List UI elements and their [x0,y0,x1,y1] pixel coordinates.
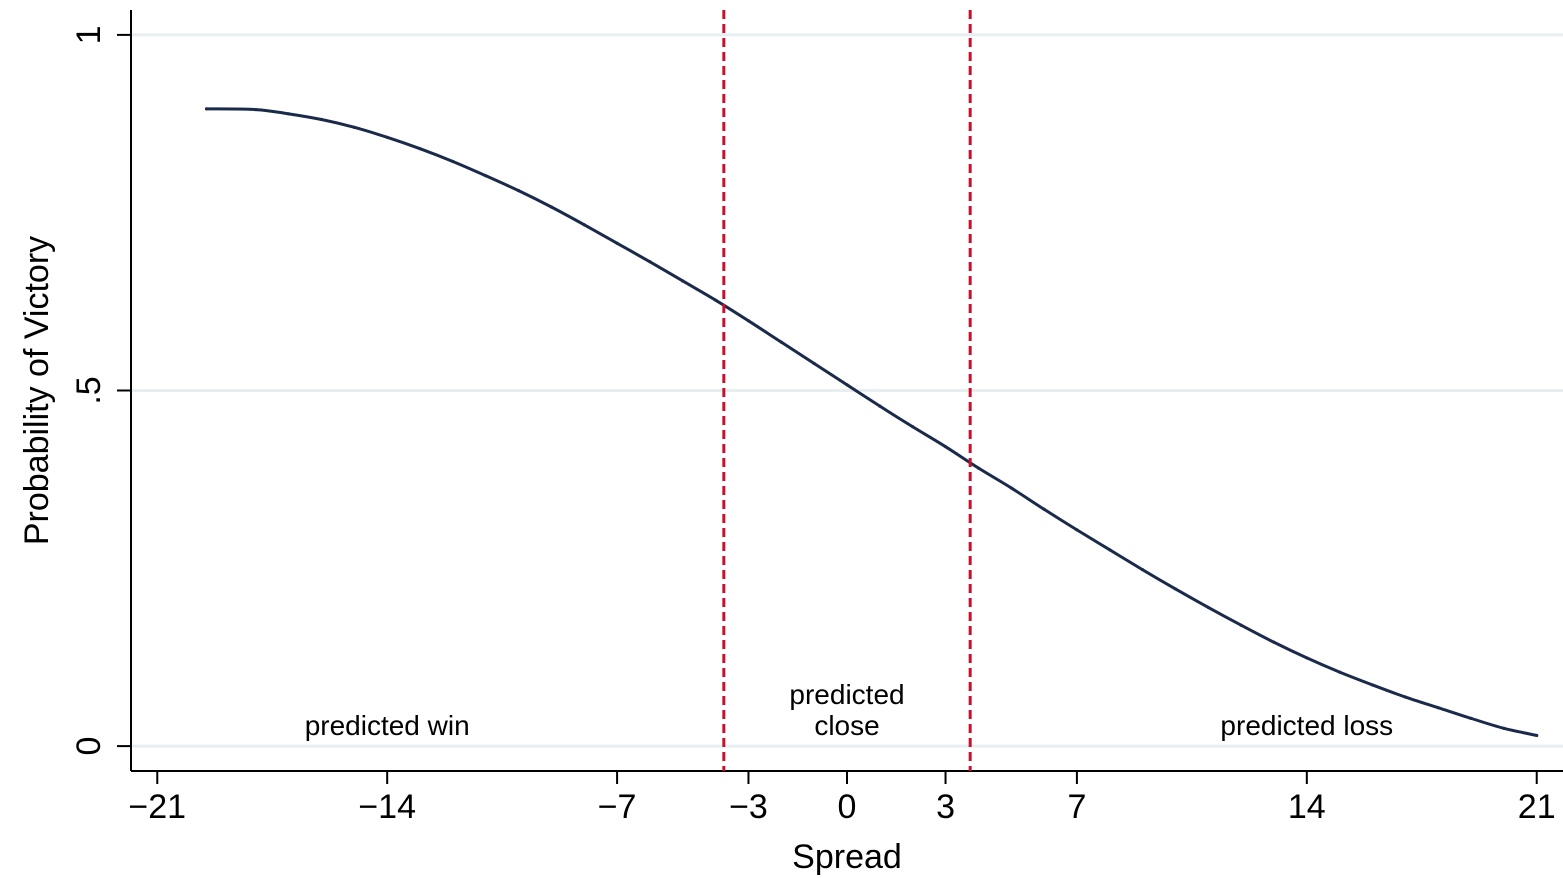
series-point [1206,605,1210,610]
x-tick-label: 14 [1288,788,1326,826]
series-point [845,383,849,387]
series-point [943,445,948,449]
series-point [1042,507,1046,511]
series-point [648,260,652,264]
series-point [319,117,324,122]
y-tick-label: 1 [70,25,108,44]
series-point [1272,640,1276,644]
series-point [1305,656,1309,660]
x-tick-label: −3 [729,788,768,826]
series-point [1338,670,1342,674]
series-point [1403,695,1407,699]
series-point [1239,623,1243,627]
x-tick-label: 0 [838,788,857,826]
series-point [1502,726,1506,730]
series-point [1370,683,1375,687]
series-point [582,223,586,227]
annotation-label: close [814,710,879,741]
x-tick-label: −14 [358,788,416,826]
series-point [451,159,455,164]
reference-lines [722,10,972,771]
series-point [484,174,488,178]
annotation-label: predicted win [305,710,470,741]
series-point [746,319,751,323]
series-point [615,241,619,245]
x-tick-label: 21 [1518,788,1556,826]
annotation-label: predicted loss [1220,710,1393,741]
series-line [206,107,1538,737]
series [204,107,1539,738]
series-point [714,298,718,302]
y-tick-label: .5 [70,376,108,404]
series-point [1108,548,1112,552]
series-point [254,107,258,112]
series-point [1009,486,1013,490]
series-point [878,404,882,408]
y-ticks: 0.51 [70,25,131,756]
y-tick-label: 0 [70,737,108,756]
y-axis-label: Probability of Victory [18,236,56,545]
series-point [1173,587,1178,591]
series-point [385,135,389,139]
series-point [1535,733,1539,738]
x-tick-label: 3 [936,788,955,826]
series-point [418,147,422,151]
x-tick-label: −21 [128,788,186,826]
series-point [287,112,291,116]
series-point [352,125,356,129]
series-point [779,340,783,344]
annotation-label: predicted [789,679,904,710]
x-ticks: −21 −14 −7 −3 0 3 7 14 21 [128,771,1556,826]
grid-lines [131,33,1563,748]
series-point [812,361,816,366]
series-point [516,189,521,193]
x-tick-label: 7 [1067,788,1086,826]
x-tick-label: −7 [598,788,637,826]
x-axis-label: Spread [792,838,902,876]
series-point [1140,568,1145,572]
series-point [1469,716,1473,720]
series-point [976,466,980,470]
series-point [549,205,554,209]
series-point [1436,706,1440,710]
series-point [204,107,209,111]
series-point [911,425,915,429]
series-point [1075,528,1079,532]
series-point [681,279,685,283]
